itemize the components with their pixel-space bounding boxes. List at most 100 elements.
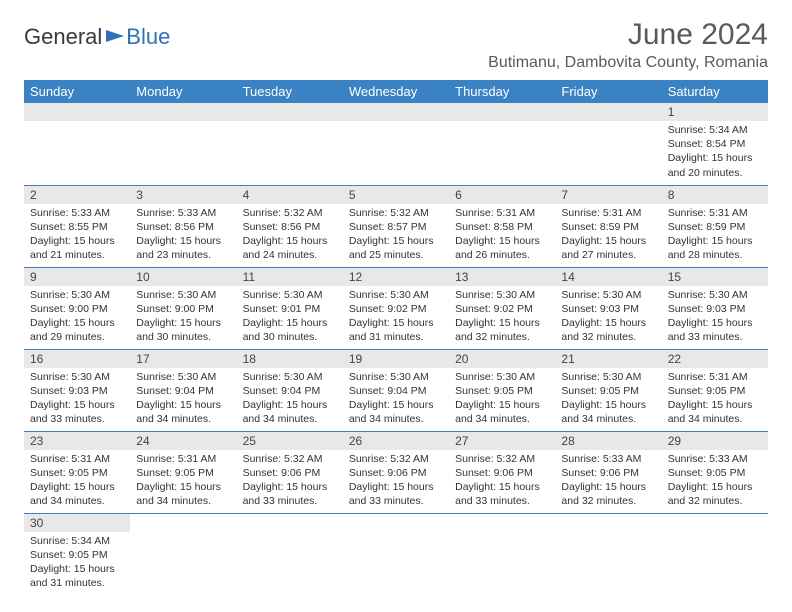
day-number: 1 [662, 103, 768, 121]
day-header-thursday: Thursday [449, 80, 555, 103]
day-number: 8 [662, 186, 768, 204]
day-content: Sunrise: 5:30 AMSunset: 9:03 PMDaylight:… [662, 286, 768, 349]
day-number: 2 [24, 186, 130, 204]
week-row: 1Sunrise: 5:34 AMSunset: 8:54 PMDaylight… [24, 103, 768, 185]
day-content: Sunrise: 5:31 AMSunset: 8:58 PMDaylight:… [449, 204, 555, 267]
day-number: 4 [237, 186, 343, 204]
day-cell: 14Sunrise: 5:30 AMSunset: 9:03 PMDayligh… [555, 267, 661, 349]
day-content: Sunrise: 5:32 AMSunset: 8:56 PMDaylight:… [237, 204, 343, 267]
day-content: Sunrise: 5:31 AMSunset: 8:59 PMDaylight:… [555, 204, 661, 267]
day-cell: 22Sunrise: 5:31 AMSunset: 9:05 PMDayligh… [662, 349, 768, 431]
day-header-sunday: Sunday [24, 80, 130, 103]
header: General Blue June 2024 Butimanu, Dambovi… [24, 18, 768, 72]
day-number: 10 [130, 268, 236, 286]
week-row: 30Sunrise: 5:34 AMSunset: 9:05 PMDayligh… [24, 513, 768, 595]
day-number: 18 [237, 350, 343, 368]
day-cell [237, 103, 343, 185]
day-number: 20 [449, 350, 555, 368]
day-cell [555, 103, 661, 185]
day-cell [662, 513, 768, 595]
logo-text-general: General [24, 24, 102, 50]
day-number: 26 [343, 432, 449, 450]
day-number: 12 [343, 268, 449, 286]
calendar-table: Sunday Monday Tuesday Wednesday Thursday… [24, 80, 768, 595]
day-header-friday: Friday [555, 80, 661, 103]
day-number: 7 [555, 186, 661, 204]
day-header-monday: Monday [130, 80, 236, 103]
day-content: Sunrise: 5:30 AMSunset: 9:00 PMDaylight:… [24, 286, 130, 349]
day-cell [237, 513, 343, 595]
day-cell [343, 103, 449, 185]
day-content: Sunrise: 5:30 AMSunset: 9:05 PMDaylight:… [449, 368, 555, 431]
day-content: Sunrise: 5:30 AMSunset: 9:04 PMDaylight:… [130, 368, 236, 431]
day-cell: 11Sunrise: 5:30 AMSunset: 9:01 PMDayligh… [237, 267, 343, 349]
day-number: 25 [237, 432, 343, 450]
day-content: Sunrise: 5:32 AMSunset: 9:06 PMDaylight:… [237, 450, 343, 513]
day-content: Sunrise: 5:32 AMSunset: 9:06 PMDaylight:… [343, 450, 449, 513]
day-number: 21 [555, 350, 661, 368]
day-number: 19 [343, 350, 449, 368]
day-cell: 5Sunrise: 5:32 AMSunset: 8:57 PMDaylight… [343, 185, 449, 267]
day-number: 13 [449, 268, 555, 286]
day-content: Sunrise: 5:30 AMSunset: 9:03 PMDaylight:… [555, 286, 661, 349]
day-number: 28 [555, 432, 661, 450]
month-title: June 2024 [488, 18, 768, 52]
day-cell: 1Sunrise: 5:34 AMSunset: 8:54 PMDaylight… [662, 103, 768, 185]
day-header-saturday: Saturday [662, 80, 768, 103]
day-cell: 20Sunrise: 5:30 AMSunset: 9:05 PMDayligh… [449, 349, 555, 431]
week-row: 23Sunrise: 5:31 AMSunset: 9:05 PMDayligh… [24, 431, 768, 513]
day-cell: 7Sunrise: 5:31 AMSunset: 8:59 PMDaylight… [555, 185, 661, 267]
day-cell: 10Sunrise: 5:30 AMSunset: 9:00 PMDayligh… [130, 267, 236, 349]
day-cell: 3Sunrise: 5:33 AMSunset: 8:56 PMDaylight… [130, 185, 236, 267]
day-cell: 26Sunrise: 5:32 AMSunset: 9:06 PMDayligh… [343, 431, 449, 513]
day-cell [24, 103, 130, 185]
day-header-tuesday: Tuesday [237, 80, 343, 103]
day-content: Sunrise: 5:30 AMSunset: 9:02 PMDaylight:… [343, 286, 449, 349]
day-number: 17 [130, 350, 236, 368]
day-content: Sunrise: 5:30 AMSunset: 9:04 PMDaylight:… [343, 368, 449, 431]
day-number: 23 [24, 432, 130, 450]
day-cell: 21Sunrise: 5:30 AMSunset: 9:05 PMDayligh… [555, 349, 661, 431]
day-content: Sunrise: 5:34 AMSunset: 9:05 PMDaylight:… [24, 532, 130, 595]
day-content: Sunrise: 5:30 AMSunset: 9:02 PMDaylight:… [449, 286, 555, 349]
day-cell [343, 513, 449, 595]
day-cell: 28Sunrise: 5:33 AMSunset: 9:06 PMDayligh… [555, 431, 661, 513]
day-number: 27 [449, 432, 555, 450]
day-content: Sunrise: 5:31 AMSunset: 9:05 PMDaylight:… [130, 450, 236, 513]
day-cell: 16Sunrise: 5:30 AMSunset: 9:03 PMDayligh… [24, 349, 130, 431]
calendar-body: 1Sunrise: 5:34 AMSunset: 8:54 PMDaylight… [24, 103, 768, 595]
day-cell [130, 513, 236, 595]
day-cell: 12Sunrise: 5:30 AMSunset: 9:02 PMDayligh… [343, 267, 449, 349]
day-number: 6 [449, 186, 555, 204]
day-number: 9 [24, 268, 130, 286]
logo: General Blue [24, 24, 170, 50]
day-cell: 19Sunrise: 5:30 AMSunset: 9:04 PMDayligh… [343, 349, 449, 431]
day-content: Sunrise: 5:32 AMSunset: 9:06 PMDaylight:… [449, 450, 555, 513]
day-cell: 8Sunrise: 5:31 AMSunset: 8:59 PMDaylight… [662, 185, 768, 267]
day-number: 29 [662, 432, 768, 450]
day-cell: 6Sunrise: 5:31 AMSunset: 8:58 PMDaylight… [449, 185, 555, 267]
day-cell: 4Sunrise: 5:32 AMSunset: 8:56 PMDaylight… [237, 185, 343, 267]
day-cell: 2Sunrise: 5:33 AMSunset: 8:55 PMDaylight… [24, 185, 130, 267]
day-cell [130, 103, 236, 185]
logo-triangle-icon [106, 30, 124, 42]
day-content: Sunrise: 5:33 AMSunset: 8:55 PMDaylight:… [24, 204, 130, 267]
day-content: Sunrise: 5:34 AMSunset: 8:54 PMDaylight:… [662, 121, 768, 184]
day-cell: 25Sunrise: 5:32 AMSunset: 9:06 PMDayligh… [237, 431, 343, 513]
day-content: Sunrise: 5:30 AMSunset: 9:00 PMDaylight:… [130, 286, 236, 349]
day-content: Sunrise: 5:33 AMSunset: 9:06 PMDaylight:… [555, 450, 661, 513]
week-row: 9Sunrise: 5:30 AMSunset: 9:00 PMDaylight… [24, 267, 768, 349]
day-cell [449, 103, 555, 185]
day-number: 14 [555, 268, 661, 286]
day-content: Sunrise: 5:31 AMSunset: 9:05 PMDaylight:… [662, 368, 768, 431]
day-header-row: Sunday Monday Tuesday Wednesday Thursday… [24, 80, 768, 103]
week-row: 2Sunrise: 5:33 AMSunset: 8:55 PMDaylight… [24, 185, 768, 267]
day-number: 24 [130, 432, 236, 450]
day-content: Sunrise: 5:30 AMSunset: 9:04 PMDaylight:… [237, 368, 343, 431]
day-content: Sunrise: 5:31 AMSunset: 9:05 PMDaylight:… [24, 450, 130, 513]
week-row: 16Sunrise: 5:30 AMSunset: 9:03 PMDayligh… [24, 349, 768, 431]
day-cell: 18Sunrise: 5:30 AMSunset: 9:04 PMDayligh… [237, 349, 343, 431]
day-content: Sunrise: 5:32 AMSunset: 8:57 PMDaylight:… [343, 204, 449, 267]
day-number: 16 [24, 350, 130, 368]
day-cell: 17Sunrise: 5:30 AMSunset: 9:04 PMDayligh… [130, 349, 236, 431]
